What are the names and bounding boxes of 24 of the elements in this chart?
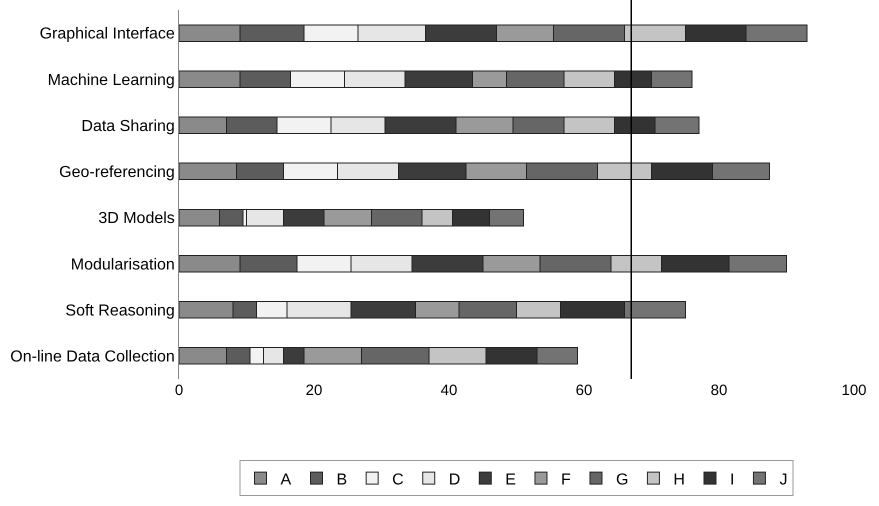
legend-label: E [505, 471, 516, 488]
y-tick-label: On-line Data Collection [10, 348, 175, 366]
y-tick-label: Geo-referencing [59, 164, 175, 182]
legend-label: A [280, 471, 292, 488]
legend-label: C [392, 471, 404, 488]
x-tick-label: 60 [576, 382, 592, 399]
y-tick-label: Graphical Interface [40, 26, 175, 43]
legend-label: J [779, 471, 788, 488]
x-tick-label: 20 [306, 382, 322, 399]
legend-label: D [448, 471, 460, 488]
legend-label: F [560, 471, 571, 488]
y-tick-label: 3D Models [98, 210, 175, 228]
legend-label: H [673, 471, 685, 488]
y-tick-label: Modularisation [70, 256, 175, 274]
legend-label: G [616, 471, 628, 488]
legend-label: B [336, 471, 348, 488]
x-tick-label: 100 [841, 382, 867, 399]
x-tick-label: 0 [174, 382, 184, 399]
y-tick-label: Data Sharing [81, 118, 175, 135]
x-tick-label: 40 [440, 382, 458, 399]
y-tick-label: Soft Reasoning [65, 302, 175, 320]
x-tick-label: 80 [710, 382, 728, 399]
legend-label: I [730, 471, 734, 488]
y-tick-label: Machine Learning [48, 72, 175, 89]
